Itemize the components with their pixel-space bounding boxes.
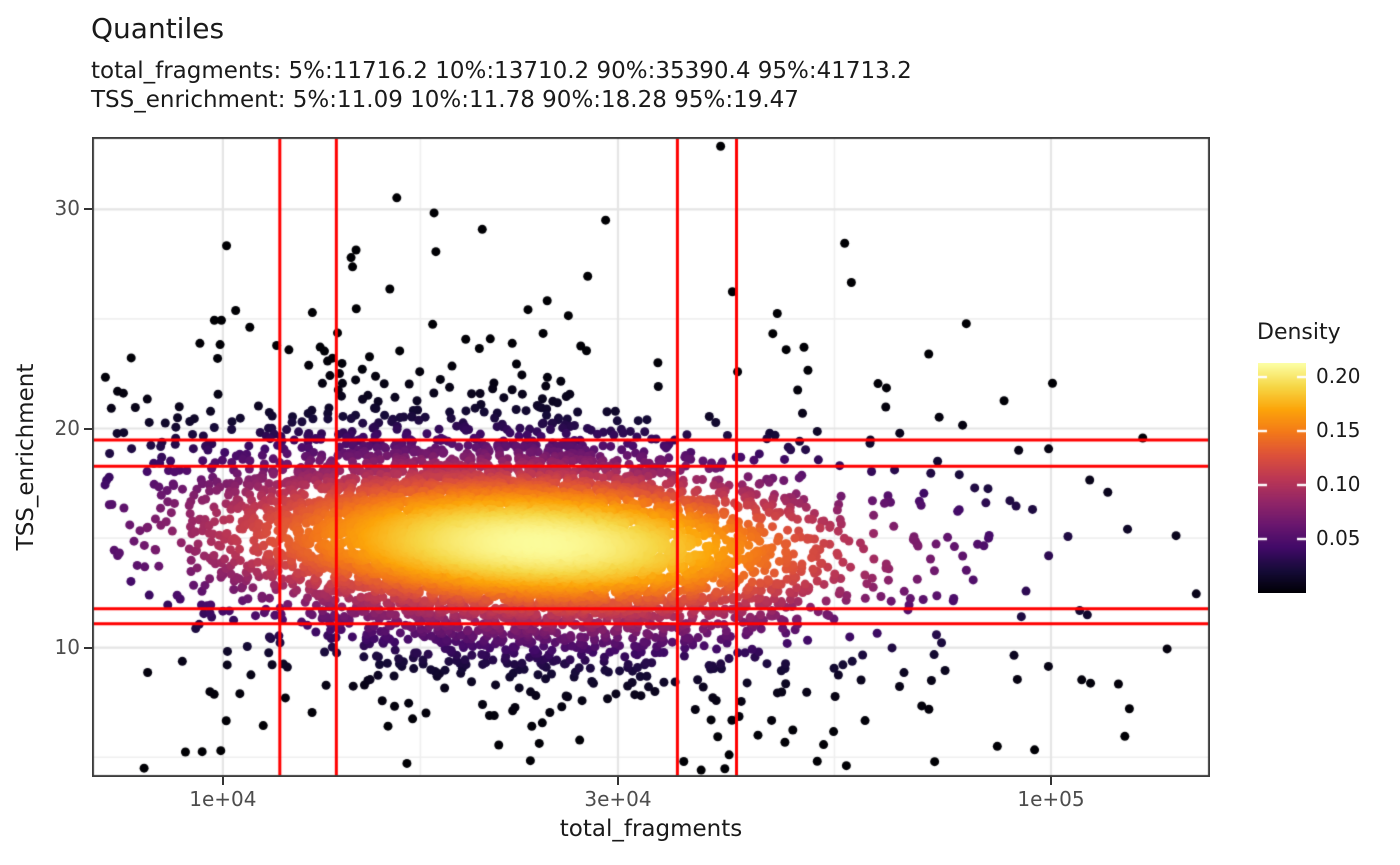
y-tick-mark [84,208,92,211]
x-tick-mark [221,777,224,785]
y-tick-label: 10 [54,634,80,659]
chart-title: Quantiles [91,12,225,45]
x-tick-mark [1049,777,1052,785]
legend-tick-label: 0.20 [1316,364,1361,389]
x-tick-mark [616,777,619,785]
y-tick-label: 20 [54,415,80,440]
chart-subtitle-line2: TSS_enrichment: 5%:11.09 10%:11.78 90%:1… [91,87,799,113]
x-axis-title: total_fragments [559,816,743,842]
legend-tick-label: 0.15 [1316,418,1361,443]
plot-panel-canvas [92,137,1210,777]
legend-tick-label: 0.05 [1316,526,1361,550]
x-tick-label: 1e+05 [1017,787,1085,811]
chart-subtitle-line1: total_fragments: 5%:11716.2 10%:13710.2 … [91,58,912,84]
y-tick-mark [84,646,92,649]
y-axis-title: TSS_enrichment [13,363,39,551]
y-tick-mark [84,427,92,430]
legend-colorbar [1258,363,1306,593]
legend-tick-label: 0.10 [1316,472,1361,497]
legend-title: Density [1257,320,1341,345]
x-tick-label: 3e+04 [584,787,652,811]
y-tick-label: 30 [54,196,80,221]
x-tick-label: 1e+04 [189,787,257,811]
